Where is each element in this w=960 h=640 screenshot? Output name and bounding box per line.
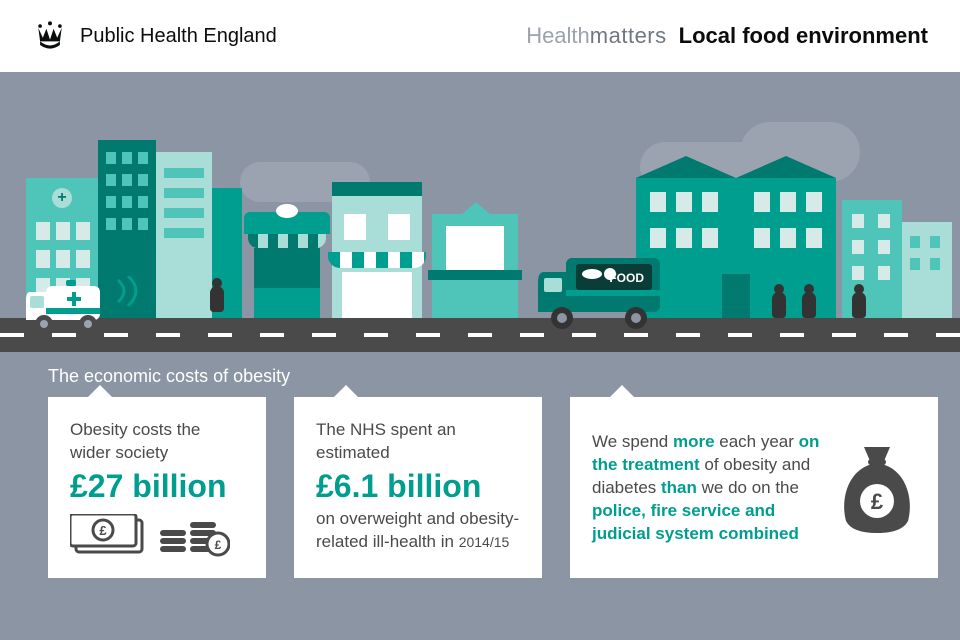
brand-prefix: Health [526,23,590,48]
person-icon [770,284,788,318]
card2-intro: The NHS spent an estimated [316,419,520,465]
svg-text:£: £ [99,523,107,538]
road-dashes [0,333,960,337]
brand-text: Healthmatters [526,23,666,49]
money-icons: £ £ [70,514,244,558]
header-title: Local food environment [679,23,928,49]
brand-suffix: matters [590,23,667,48]
city-scene: + [0,72,960,352]
food-truck-icon: FOOD [536,258,666,332]
card-nhs: The NHS spent an estimated £6.1 billion … [294,397,542,578]
person-icon [208,278,226,312]
svg-text:£: £ [215,538,222,552]
coins-icon: £ [158,514,230,558]
building-right-2 [902,222,952,318]
road [0,318,960,352]
card2-stat: £6.1 billion [316,469,520,504]
header-left: Public Health England [32,18,277,54]
food-stall [248,230,326,318]
building-cafe [332,196,422,318]
money-bag-icon: £ [838,443,916,535]
crown-icon [32,18,68,54]
person-icon [850,284,868,318]
svg-text:£: £ [871,489,884,514]
card2-tail: on overweight and obesity-related ill-he… [316,508,520,554]
header-bar: Public Health England Healthmatters Loca… [0,0,960,72]
ambulance-icon [24,280,114,336]
card1-intro: Obesity costs the wider society [70,419,244,465]
banknotes-icon: £ [70,514,148,558]
card3-text: We spend more each year on the treatment… [592,431,824,546]
subtitle: The economic costs of obesity [0,352,960,397]
person-icon [800,284,818,318]
building-tower-2 [156,152,212,318]
org-name: Public Health England [80,25,277,48]
card1-stat: £27 billion [70,469,244,504]
card-wider-society: Obesity costs the wider society £27 bill… [48,397,266,578]
card-comparison: We spend more each year on the treatment… [570,397,938,578]
cards-row: Obesity costs the wider society £27 bill… [0,397,960,618]
building-restaurant [432,214,518,318]
header-right: Healthmatters Local food environment [526,23,928,49]
siren-signal-icon [114,276,154,306]
